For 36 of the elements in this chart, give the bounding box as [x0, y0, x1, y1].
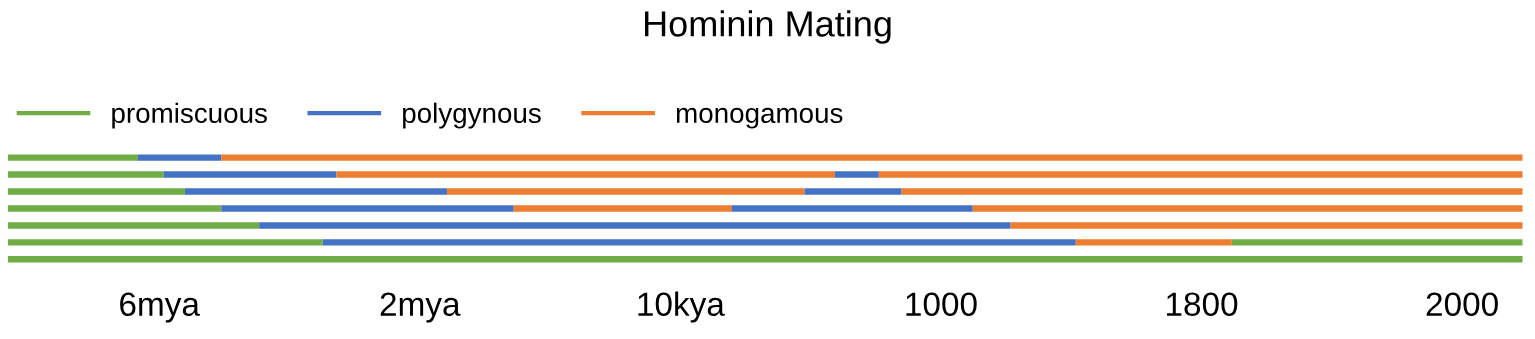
- bar: [731, 205, 973, 212]
- bar: [1231, 239, 1523, 246]
- bar: [322, 239, 1076, 246]
- bar: [259, 222, 1011, 229]
- bar: [221, 205, 514, 212]
- legend-label: monogamous: [676, 107, 843, 129]
- bar: [878, 171, 1523, 178]
- bar: [7, 222, 260, 229]
- bar: [513, 205, 732, 212]
- text: 6mya: [120, 292, 200, 323]
- bar: [163, 171, 337, 178]
- bar: [901, 188, 1523, 195]
- bar: [221, 154, 1523, 161]
- text: 2mya: [380, 292, 461, 323]
- bar: [7, 154, 138, 161]
- bar: [137, 154, 222, 161]
- chart-title: Hominin Mating: [645, 10, 891, 44]
- bar: [7, 205, 222, 212]
- bar: [7, 239, 323, 246]
- bar: [336, 171, 835, 178]
- legend-label: promiscuous: [112, 102, 267, 129]
- bar: [7, 171, 164, 178]
- text: 2000: [1426, 292, 1498, 317]
- bar: [184, 188, 448, 195]
- legend-label: polygynous: [403, 102, 541, 129]
- text: 1800: [1167, 292, 1238, 317]
- bar: [1075, 239, 1232, 246]
- bar: [1010, 222, 1523, 229]
- bar: [447, 188, 805, 195]
- text: 10kya: [638, 291, 725, 323]
- bar: [804, 188, 902, 195]
- bar: [7, 188, 185, 195]
- bar: [972, 205, 1523, 212]
- text: 1000: [906, 292, 977, 317]
- bar: [834, 171, 879, 178]
- bar: [7, 256, 1523, 263]
